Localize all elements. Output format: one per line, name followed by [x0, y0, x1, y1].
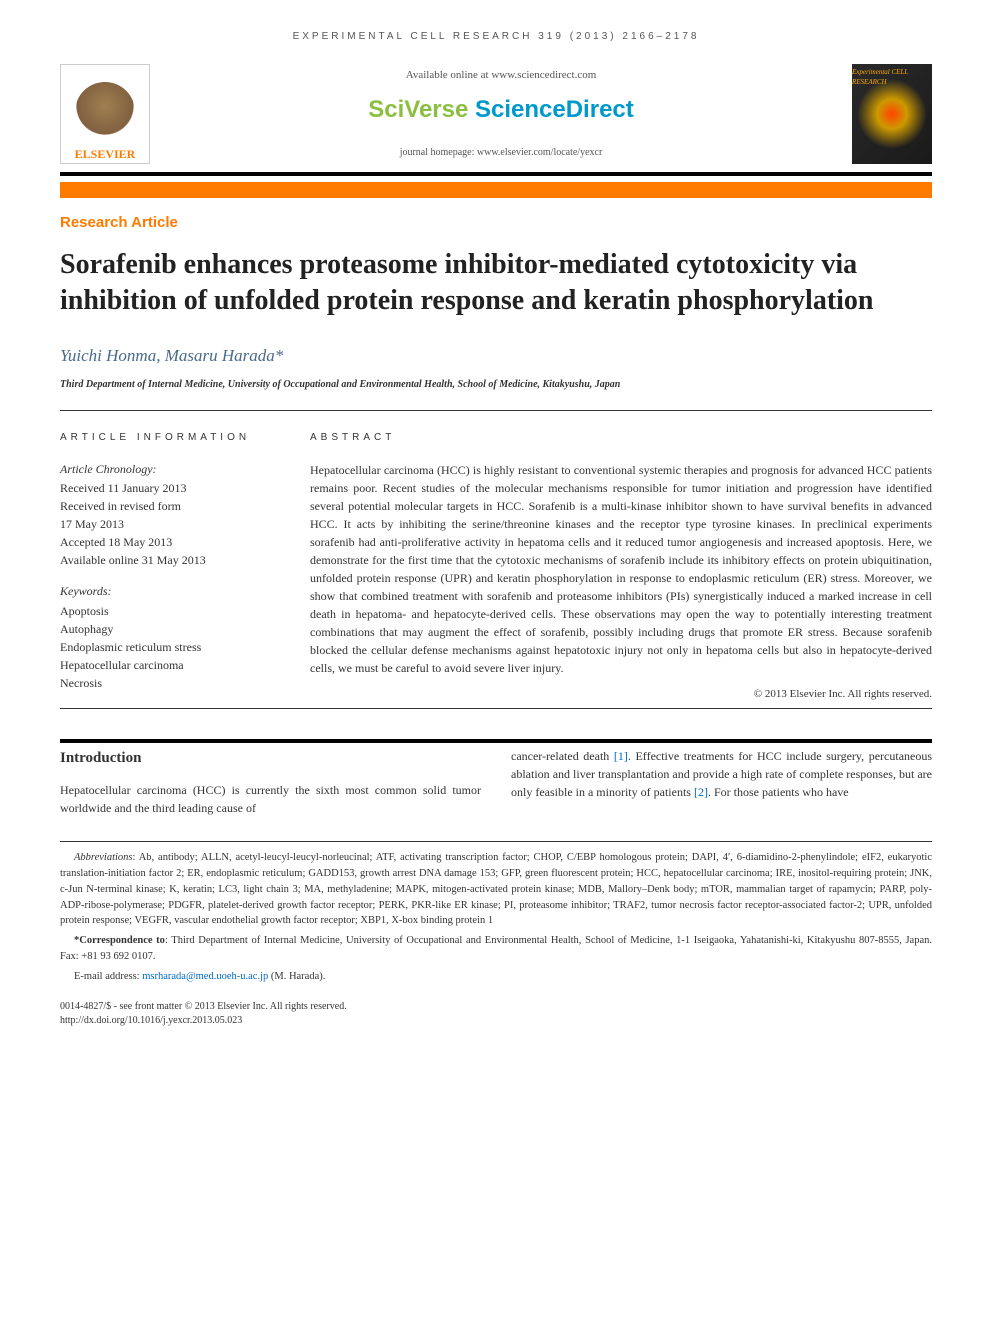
sciencedirect-brand: SciVerse ScienceDirect	[170, 93, 832, 127]
ref-link-1[interactable]: [1]	[614, 749, 628, 763]
abstract-text: Hepatocellular carcinoma (HCC) is highly…	[310, 461, 932, 677]
authors-text: Yuichi Honma, Masaru Harada	[60, 346, 275, 365]
info-abstract-row: ARTICLE INFORMATION Article Chronology: …	[60, 431, 932, 702]
intro-black-bar	[60, 739, 932, 743]
email-label: E-mail address:	[74, 971, 142, 982]
corr-label: *Correspondence to	[74, 935, 165, 946]
correspondence-footnote: *Correspondence to: Third Department of …	[60, 933, 932, 965]
doi-line: http://dx.doi.org/10.1016/j.yexcr.2013.0…	[60, 1014, 932, 1028]
email-who: (M. Harada).	[268, 971, 325, 982]
email-footnote: E-mail address: msrharada@med.uoeh-u.ac.…	[60, 969, 932, 985]
keyword-line: Endoplasmic reticulum stress	[60, 638, 280, 656]
corr-text: : Third Department of Internal Medicine,…	[60, 935, 932, 962]
journal-header: ELSEVIER Available online at www.science…	[60, 64, 932, 176]
keyword-line: Hepatocellular carcinoma	[60, 656, 280, 674]
intro-block: Introduction Hepatocellular carcinoma (H…	[60, 747, 481, 818]
article-title: Sorafenib enhances proteasome inhibitor-…	[60, 247, 932, 320]
abbrev-text: : Ab, antibody; ALLN, acetyl-leucyl-leuc…	[60, 852, 932, 926]
authors-line: Yuichi Honma, Masaru Harada*	[60, 344, 932, 368]
abbrev-label: Abbreviations	[74, 852, 133, 863]
footnotes: Abbreviations: Ab, antibody; ALLN, acety…	[60, 841, 932, 984]
header-center: Available online at www.sciencedirect.co…	[150, 68, 852, 161]
running-head: EXPERIMENTAL CELL RESEARCH 319 (2013) 21…	[60, 30, 932, 44]
keyword-line: Necrosis	[60, 674, 280, 692]
intro-para2c: . For those patients who have	[708, 785, 849, 799]
corresponding-mark: *	[275, 346, 284, 365]
abstract-label: ABSTRACT	[310, 431, 932, 445]
elsevier-logo: ELSEVIER	[60, 64, 150, 164]
intro-heading: Introduction	[60, 747, 481, 770]
intro-para2a: cancer-related death	[511, 749, 614, 763]
page-container: EXPERIMENTAL CELL RESEARCH 319 (2013) 21…	[0, 0, 992, 1068]
article-info-column: ARTICLE INFORMATION Article Chronology: …	[60, 431, 280, 702]
affiliation: Third Department of Internal Medicine, U…	[60, 378, 932, 392]
sciencedirect-text: ScienceDirect	[475, 96, 634, 123]
article-type: Research Article	[60, 212, 932, 233]
chronology-line: 17 May 2013	[60, 515, 280, 533]
elsevier-label: ELSEVIER	[75, 146, 136, 163]
footer-meta: 0014-4827/$ - see front matter © 2013 El…	[60, 1000, 932, 1028]
keyword-line: Apoptosis	[60, 602, 280, 620]
ref-link-2[interactable]: [2]	[694, 785, 708, 799]
elsevier-tree-icon	[75, 82, 135, 142]
abstract-column: ABSTRACT Hepatocellular carcinoma (HCC) …	[310, 431, 932, 702]
journal-cover-thumbnail: Experimental CELL RESEARCH	[852, 64, 932, 164]
chronology-line: Available online 31 May 2013	[60, 551, 280, 569]
intro-para1: Hepatocellular carcinoma (HCC) is curren…	[60, 783, 481, 815]
available-online-text: Available online at www.sciencedirect.co…	[170, 68, 832, 83]
journal-cover-label: Experimental CELL RESEARCH	[852, 68, 928, 88]
orange-divider-bar	[60, 182, 932, 198]
body-two-columns: Introduction Hepatocellular carcinoma (H…	[60, 747, 932, 818]
keyword-line: Autophagy	[60, 620, 280, 638]
abbreviations-footnote: Abbreviations: Ab, antibody; ALLN, acety…	[60, 850, 932, 929]
divider-bottom	[60, 708, 932, 709]
chronology-line: Received 11 January 2013	[60, 479, 280, 497]
journal-homepage: journal homepage: www.elsevier.com/locat…	[170, 146, 832, 160]
email-link[interactable]: msrharada@med.uoeh-u.ac.jp	[142, 971, 268, 982]
divider-top	[60, 410, 932, 411]
chronology-line: Accepted 18 May 2013	[60, 533, 280, 551]
abstract-copyright: © 2013 Elsevier Inc. All rights reserved…	[310, 687, 932, 702]
article-info-label: ARTICLE INFORMATION	[60, 431, 280, 445]
chronology-line: Received in revised form	[60, 497, 280, 515]
chronology-head: Article Chronology:	[60, 461, 280, 478]
issn-line: 0014-4827/$ - see front matter © 2013 El…	[60, 1000, 932, 1014]
sciverse-text: SciVerse	[368, 96, 468, 123]
keywords-head: Keywords:	[60, 583, 280, 600]
